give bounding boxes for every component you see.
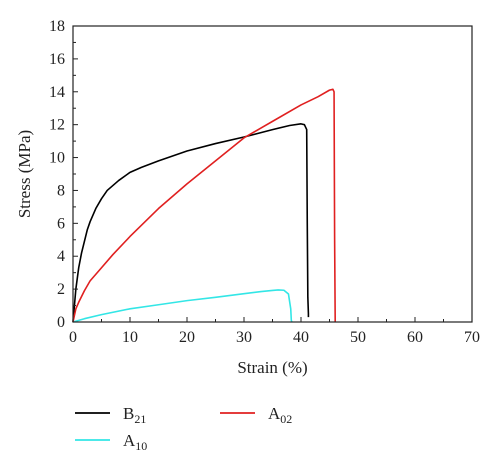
plot-area-frame <box>72 25 473 323</box>
y-tick-label: 4 <box>57 248 65 265</box>
axis-ticks: 0 10 20 30 40 50 60 70 0 2 4 6 8 10 12 14 16 18 <box>49 18 480 346</box>
x-tick-label: 50 <box>350 329 366 346</box>
y-tick-label: 18 <box>49 18 65 35</box>
legend-label-a02: A02 <box>268 404 292 426</box>
y-axis-label: Stress (MPa) <box>15 130 34 218</box>
x-tick-label: 0 <box>69 329 77 346</box>
y-tick-label: 12 <box>49 117 65 134</box>
series-line-b21 <box>72 123 310 323</box>
legend-label-b21: B21 <box>123 404 146 426</box>
y-tick-label: 16 <box>49 51 65 68</box>
x-tick-label: 10 <box>122 329 138 346</box>
x-tick-label: 30 <box>236 329 252 346</box>
x-axis-label: Strain (%) <box>237 358 307 377</box>
x-tick-label: 60 <box>407 329 423 346</box>
y-tick-label: 6 <box>57 215 65 232</box>
y-tick-label: 10 <box>49 150 65 167</box>
x-tick-label: 20 <box>179 329 195 346</box>
y-tick-label: 2 <box>57 281 65 298</box>
series-layer <box>72 88 336 323</box>
y-tick-label: 8 <box>57 182 65 199</box>
legend-label-a10: A10 <box>123 431 147 453</box>
series-line-a02 <box>72 88 336 323</box>
series-line-a10 <box>72 289 293 323</box>
legend: B21 A10 A02 <box>75 404 292 453</box>
y-tick-label: 0 <box>57 314 65 331</box>
y-tick-label: 14 <box>49 84 65 101</box>
x-tick-label: 40 <box>293 329 309 346</box>
x-tick-label: 70 <box>464 329 480 346</box>
